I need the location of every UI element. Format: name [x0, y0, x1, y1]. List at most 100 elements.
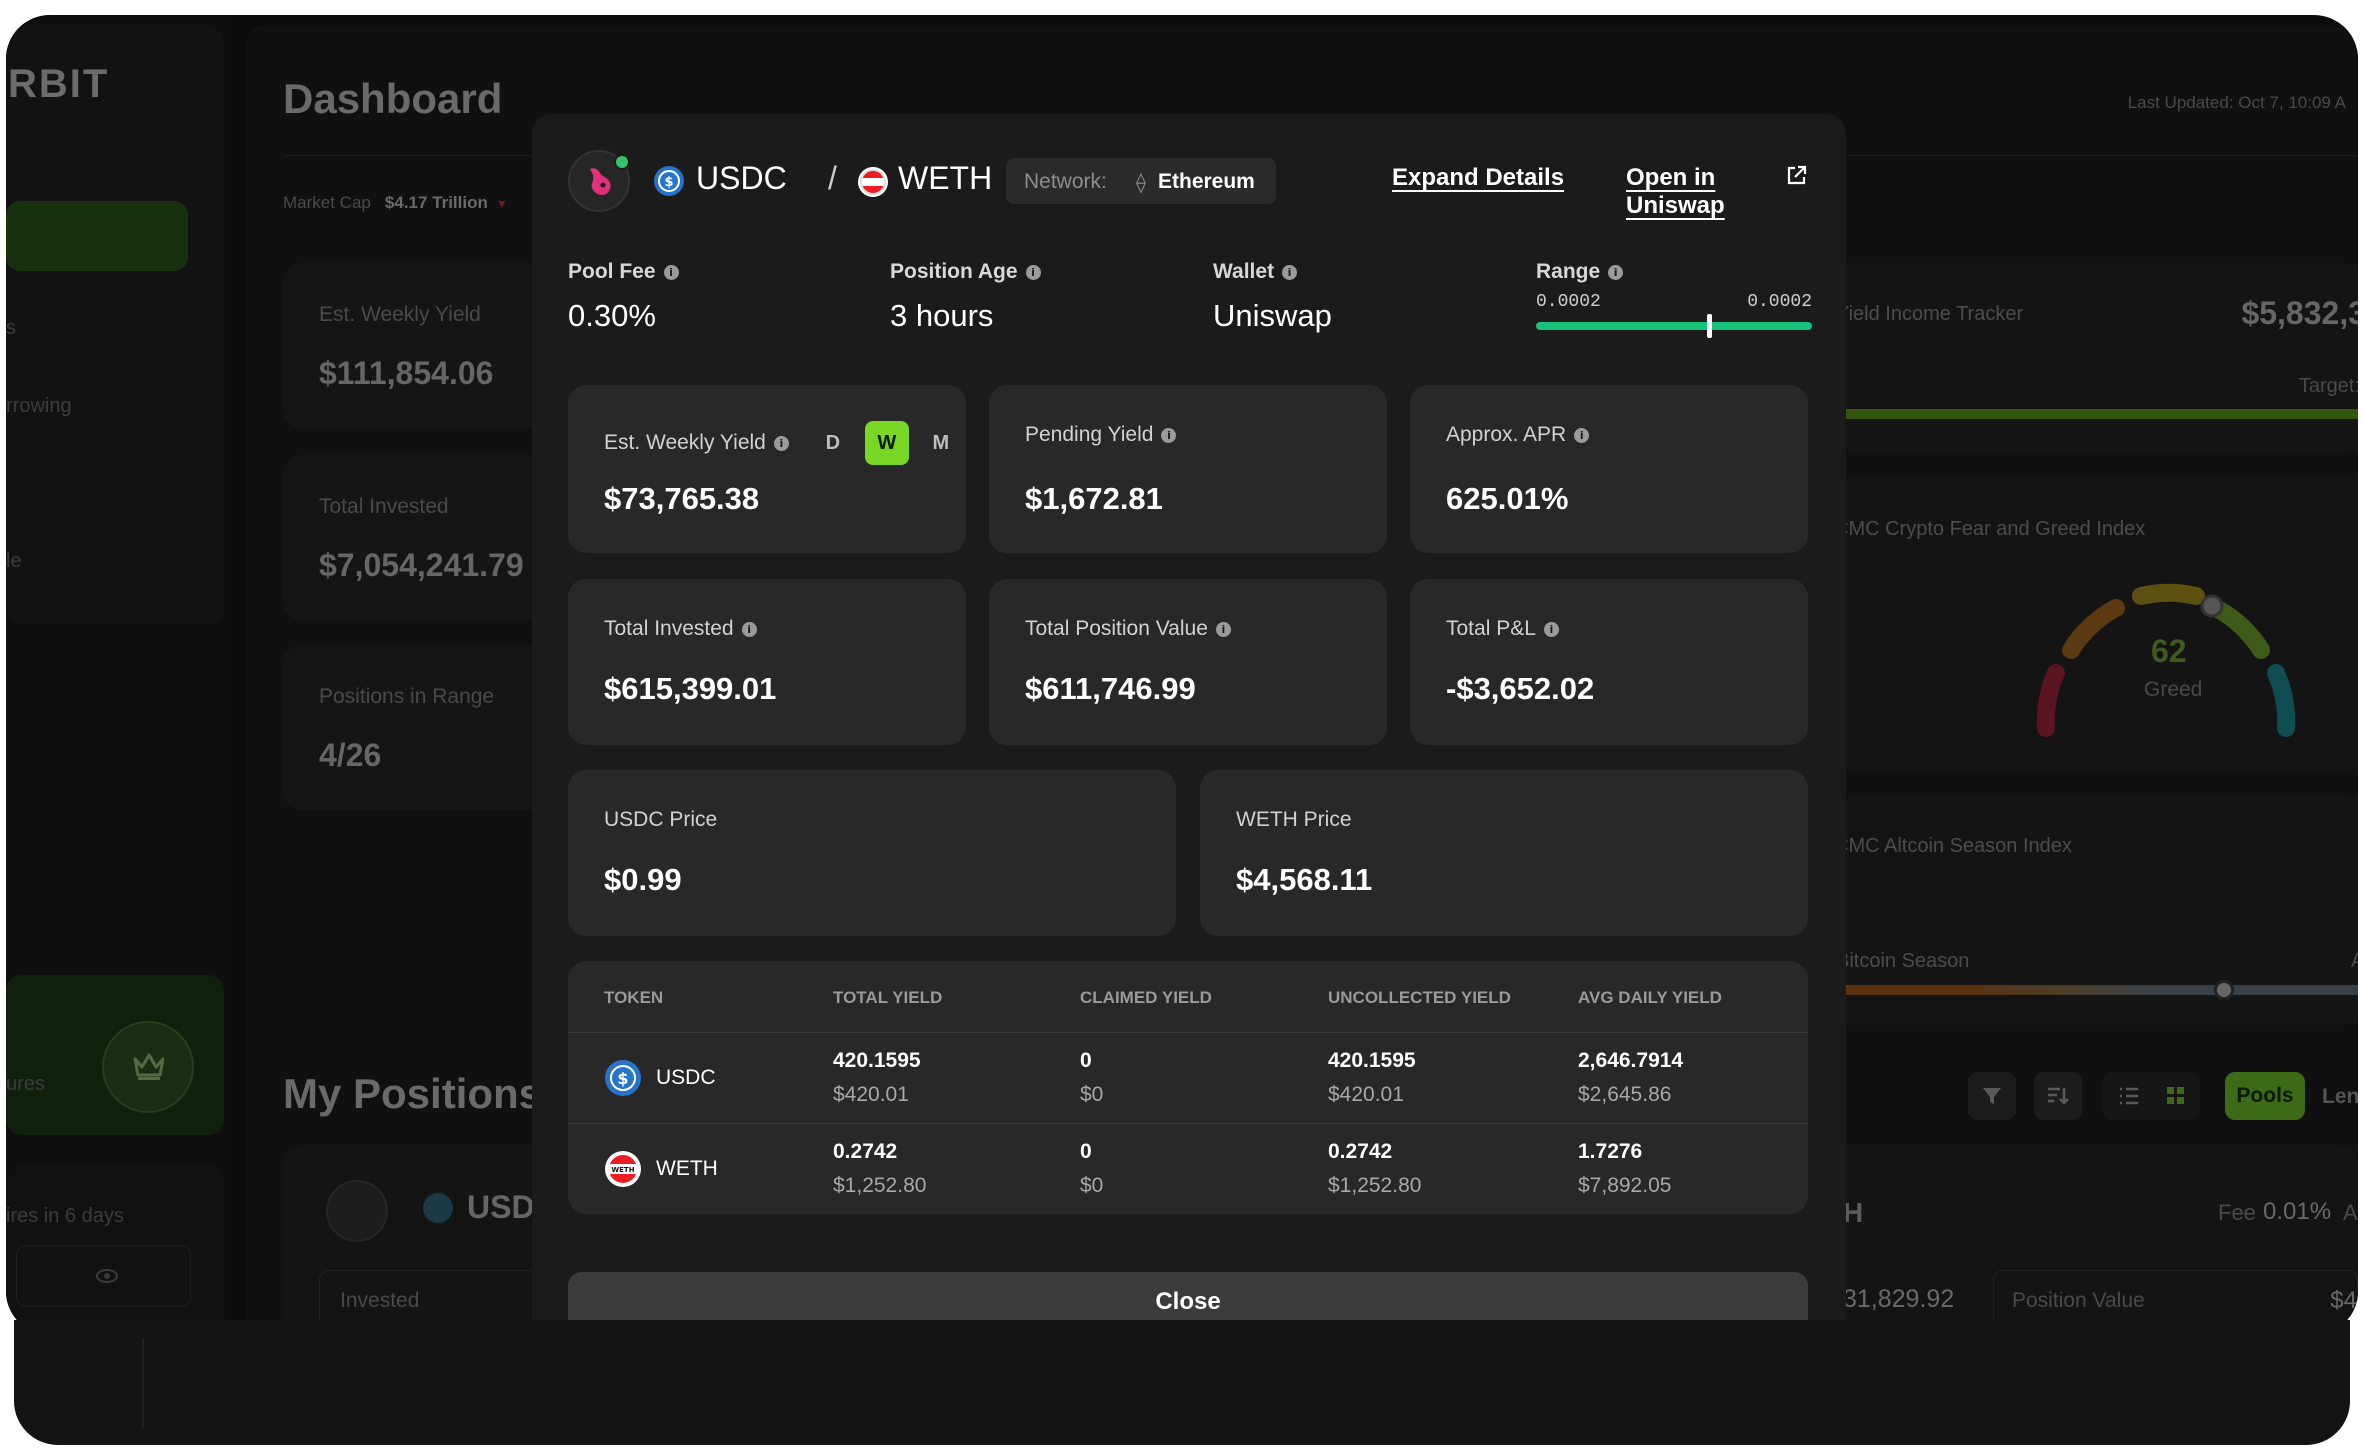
- fear-greed-status: Greed: [2144, 678, 2203, 701]
- sidebar-item-label[interactable]: s: [6, 317, 16, 339]
- stat-card: Total Invested $7,054,241.79: [283, 455, 563, 620]
- total-pnl-card: Total P&L i -$3,652.02: [1410, 579, 1808, 745]
- svg-text:WETH: WETH: [611, 1166, 634, 1174]
- position-value-amount: $4: [2330, 1287, 2357, 1314]
- sidebar-item-label[interactable]: rrowing: [6, 395, 72, 417]
- section-title: My Positions: [283, 1070, 543, 1117]
- list-icon[interactable]: [2118, 1086, 2140, 1106]
- period-month-button[interactable]: M: [932, 432, 950, 454]
- card-value: $0.99: [604, 862, 682, 897]
- pending-yield-card: Pending Yield i $1,672.81: [989, 385, 1387, 553]
- card-value: $615,399.01: [604, 671, 777, 706]
- amount: 2,646.7914: [1578, 1049, 1684, 1072]
- range-high: 0.0002: [1747, 292, 1812, 312]
- info-icon[interactable]: i: [741, 621, 757, 637]
- last-updated: Last Updated: Oct 7, 10:09 A: [2127, 93, 2346, 112]
- column-header: CLAIMED YIELD: [1080, 988, 1212, 1007]
- info-icon[interactable]: i: [663, 264, 679, 280]
- info-icon[interactable]: i: [1608, 264, 1624, 280]
- avg-daily-yield-cell: 2,646.7914 $2,645.86: [1578, 1049, 1683, 1107]
- external-link-icon[interactable]: [1786, 164, 1808, 186]
- column-header: TOKEN: [604, 988, 664, 1007]
- logo: RBIT: [8, 62, 110, 106]
- card-label: WETH Price: [1236, 808, 1352, 831]
- tracker-progress-bar: [1806, 409, 2358, 419]
- sort-button[interactable]: [2034, 1072, 2082, 1120]
- expand-details-link[interactable]: Expand Details: [1392, 164, 1565, 191]
- sidebar-item-label[interactable]: le: [6, 550, 22, 572]
- info-icon[interactable]: i: [1282, 264, 1298, 280]
- info-icon[interactable]: i: [1543, 621, 1559, 637]
- info-icon[interactable]: i: [1161, 427, 1177, 443]
- info-icon[interactable]: i: [773, 435, 789, 451]
- period-week-button[interactable]: W: [864, 421, 909, 465]
- grid-icon[interactable]: [2166, 1086, 2186, 1106]
- view-toggle: [2102, 1072, 2200, 1120]
- usd-value: $7,892.05: [1578, 1174, 1672, 1197]
- info-icon[interactable]: i: [1215, 621, 1231, 637]
- card-value: $611,746.99: [1025, 671, 1196, 706]
- token-name: WETH: [656, 1157, 718, 1180]
- stat-label: Positions in Range: [319, 685, 495, 708]
- tracker-target: Target:: [2298, 375, 2358, 397]
- info-icon[interactable]: i: [1574, 427, 1590, 443]
- network-value: Ethereum: [1158, 170, 1255, 193]
- usdc-icon: $: [605, 1060, 641, 1096]
- stat-label: Total Invested: [319, 495, 449, 518]
- wallet-stat: Wallet i Uniswap: [1213, 260, 1332, 334]
- est-weekly-yield-card: Est. Weekly Yield i D W M $73,765.38: [568, 385, 966, 553]
- upgrade-button[interactable]: [102, 1021, 194, 1113]
- column-header: TOTAL YIELD: [833, 988, 943, 1007]
- altcoin-label: CMC Altcoin Season Index: [1834, 835, 2072, 857]
- card-value: -$3,652.02: [1446, 671, 1595, 706]
- sidebar-item-active[interactable]: [6, 201, 188, 271]
- claimed-yield-cell: 0 $0: [1080, 1049, 1103, 1107]
- altcoin-status-end: A: [2351, 950, 2358, 972]
- avg-daily-yield-cell: 1.7276 $7,892.05: [1578, 1140, 1671, 1198]
- network-label: Network:: [1024, 170, 1107, 193]
- fee-value: 0.01%: [2263, 1198, 2332, 1225]
- sort-icon: [2048, 1087, 2069, 1105]
- card-value: $1,672.81: [1025, 481, 1163, 516]
- usd-value: $1,252.80: [833, 1174, 927, 1197]
- total-yield-cell: 420.1595 $420.01: [833, 1049, 921, 1107]
- pools-button[interactable]: Pools: [2225, 1072, 2305, 1120]
- position-value-fragment: 31,829.92: [1843, 1285, 1955, 1313]
- visibility-toggle[interactable]: [16, 1245, 191, 1307]
- usd-value: $420.01: [833, 1083, 909, 1106]
- lend-button[interactable]: Lend: [2322, 1085, 2358, 1108]
- total-invested-card: Total Invested i $615,399.01: [568, 579, 966, 745]
- card-label: Total Position Value: [1025, 617, 1208, 640]
- lower-panel: [14, 1320, 2350, 1445]
- card-label: Pending Yield: [1025, 423, 1154, 446]
- card-value: 625.01%: [1446, 481, 1569, 516]
- filter-button[interactable]: [1968, 1072, 2016, 1120]
- card-value: $73,765.38: [604, 481, 760, 516]
- range-stat: Range i 0.0002 0.0002: [1536, 260, 1812, 338]
- card-value: $4,568.11: [1236, 862, 1373, 897]
- market-cap: Market Cap $4.17 Trillion ▼: [283, 193, 508, 213]
- svg-text:$: $: [664, 175, 673, 190]
- weth-price-card: WETH Price $4,568.11: [1200, 770, 1808, 936]
- card-label: Est. Weekly Yield: [604, 431, 766, 454]
- pool-avatar: [326, 1180, 388, 1242]
- total-position-value-card: Total Position Value i $611,746.99: [989, 579, 1387, 745]
- crown-icon: [133, 1053, 165, 1080]
- amount: 0.2742: [833, 1140, 898, 1163]
- usdc-price-card: USDC Price $0.99: [568, 770, 1176, 936]
- approx-apr-card: Approx. APR i 625.01%: [1410, 385, 1808, 553]
- status-dot: [614, 154, 630, 170]
- stat-value: 3 hours: [890, 298, 994, 333]
- period-day-button[interactable]: D: [825, 432, 841, 454]
- usdc-icon: [423, 1193, 453, 1223]
- token-b-symbol: WETH: [898, 160, 993, 196]
- column-header: AVG DAILY YIELD: [1578, 988, 1722, 1007]
- range-current-marker: [1707, 314, 1713, 338]
- altcoin-status: Bitcoin Season: [1836, 950, 1970, 972]
- usd-value: $2,645.86: [1578, 1083, 1672, 1106]
- open-uniswap-link[interactable]: Open in Uniswap: [1626, 164, 1725, 219]
- claimed-yield-cell: 0 $0: [1080, 1140, 1103, 1198]
- info-icon[interactable]: i: [1025, 264, 1041, 280]
- token-cell: WETH WETH: [604, 1150, 718, 1188]
- filter-icon: [1983, 1088, 2001, 1104]
